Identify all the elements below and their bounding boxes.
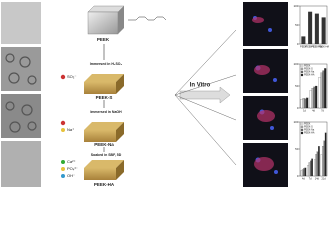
bar <box>308 11 313 44</box>
x-tick-label: 14d <box>315 178 320 181</box>
bar <box>307 165 309 177</box>
x-tick-label: PEEK-HA <box>318 46 329 49</box>
bar <box>318 77 321 109</box>
sem-image <box>1 47 41 91</box>
label: PEEK-Na <box>94 142 114 147</box>
legend-label: PEEK-HA <box>304 74 315 77</box>
legend-swatch <box>300 70 304 74</box>
bar <box>324 68 327 109</box>
legend-swatch <box>300 64 304 68</box>
y-tick-label: 0 <box>297 106 299 110</box>
legend-label: PEEK-HA <box>304 132 315 135</box>
bar <box>306 97 309 109</box>
y-tick-label: 100 <box>293 120 298 124</box>
y-tick-label: 50 <box>295 23 299 27</box>
bar <box>301 169 304 177</box>
bar <box>309 90 312 109</box>
y-tick-label: 100 <box>293 4 298 8</box>
bar <box>324 132 327 177</box>
bar <box>308 162 311 177</box>
legend-swatch <box>300 122 304 126</box>
legend-label: PEEK <box>304 65 311 68</box>
ion: Na⁺ <box>67 127 74 132</box>
legend-swatch <box>300 73 304 77</box>
label: PEEK-HA <box>94 182 115 187</box>
x-tick-label: 4d <box>312 110 315 113</box>
legend-label: PEEK-S <box>304 68 313 71</box>
legend-swatch <box>300 128 304 132</box>
bar <box>316 151 319 177</box>
sem-image <box>1 141 41 187</box>
in-vitro: In Vitro <box>190 83 211 89</box>
ion: PO₄³⁻ <box>67 166 78 171</box>
step: Soaked in SBF, 5D <box>91 153 122 157</box>
label: PEEK-S <box>96 95 113 100</box>
x-tick-label: 1d <box>303 110 306 113</box>
step: Immersed in H₂SO₄ <box>90 62 123 66</box>
legend-swatch <box>300 131 304 135</box>
bar <box>315 154 317 177</box>
bar <box>304 98 307 109</box>
bar <box>303 168 305 177</box>
bar <box>300 99 303 109</box>
bar <box>313 86 316 109</box>
x-tick-label: 4d <box>302 178 305 181</box>
bar <box>302 98 305 109</box>
blocks <box>60 5 167 180</box>
step: Immersed in NaOH <box>90 110 122 114</box>
bar <box>314 13 319 45</box>
y-tick-label: 50 <box>295 84 299 88</box>
bar <box>311 88 314 109</box>
ion: SO₃⁻ <box>67 74 77 79</box>
bar <box>301 36 306 44</box>
legend-label: PEEK-Na <box>304 71 315 74</box>
x-tick-label: 7d <box>309 178 312 181</box>
bar <box>311 158 313 177</box>
legend-swatch <box>300 67 304 71</box>
y-tick-label: 0 <box>297 42 299 46</box>
x-tick-label: 21d <box>322 178 327 181</box>
arrow <box>179 86 231 104</box>
x-tick-label: PEEK-Na <box>312 46 323 49</box>
bar <box>320 72 323 109</box>
sem-images <box>1 2 41 187</box>
legend-swatch <box>300 125 304 129</box>
x-tick-label: PEEK <box>300 46 307 49</box>
label: PEEK <box>97 37 110 42</box>
bar <box>320 154 323 177</box>
bar <box>321 17 326 44</box>
x-tick-label: 7d <box>321 110 324 113</box>
bar <box>304 167 307 177</box>
bar <box>300 170 303 177</box>
bar <box>310 160 312 177</box>
y-tick-label: 50 <box>295 147 299 151</box>
bar <box>322 70 325 109</box>
cell-images <box>243 2 288 187</box>
y-tick-label: 0 <box>297 174 299 178</box>
ion: Ca²⁺ <box>67 159 76 164</box>
legend-label: PEEK <box>304 123 311 126</box>
bar <box>318 146 320 177</box>
y-tick-label: 100 <box>293 62 298 66</box>
bar <box>323 140 326 177</box>
bar <box>314 159 316 177</box>
bar <box>315 85 318 109</box>
sem-image <box>1 2 41 44</box>
legend-label: PEEK-Na <box>304 129 315 132</box>
x-tick-label: PEEK-S <box>306 46 316 49</box>
legend-label: PEEK-S <box>304 126 313 129</box>
figure: PEEK Immersed in H₂SO₄ PEEK-S Immersed i… <box>1 2 329 187</box>
ion: OH⁻ <box>67 173 75 178</box>
sem-image <box>1 94 41 138</box>
bar <box>322 146 324 177</box>
